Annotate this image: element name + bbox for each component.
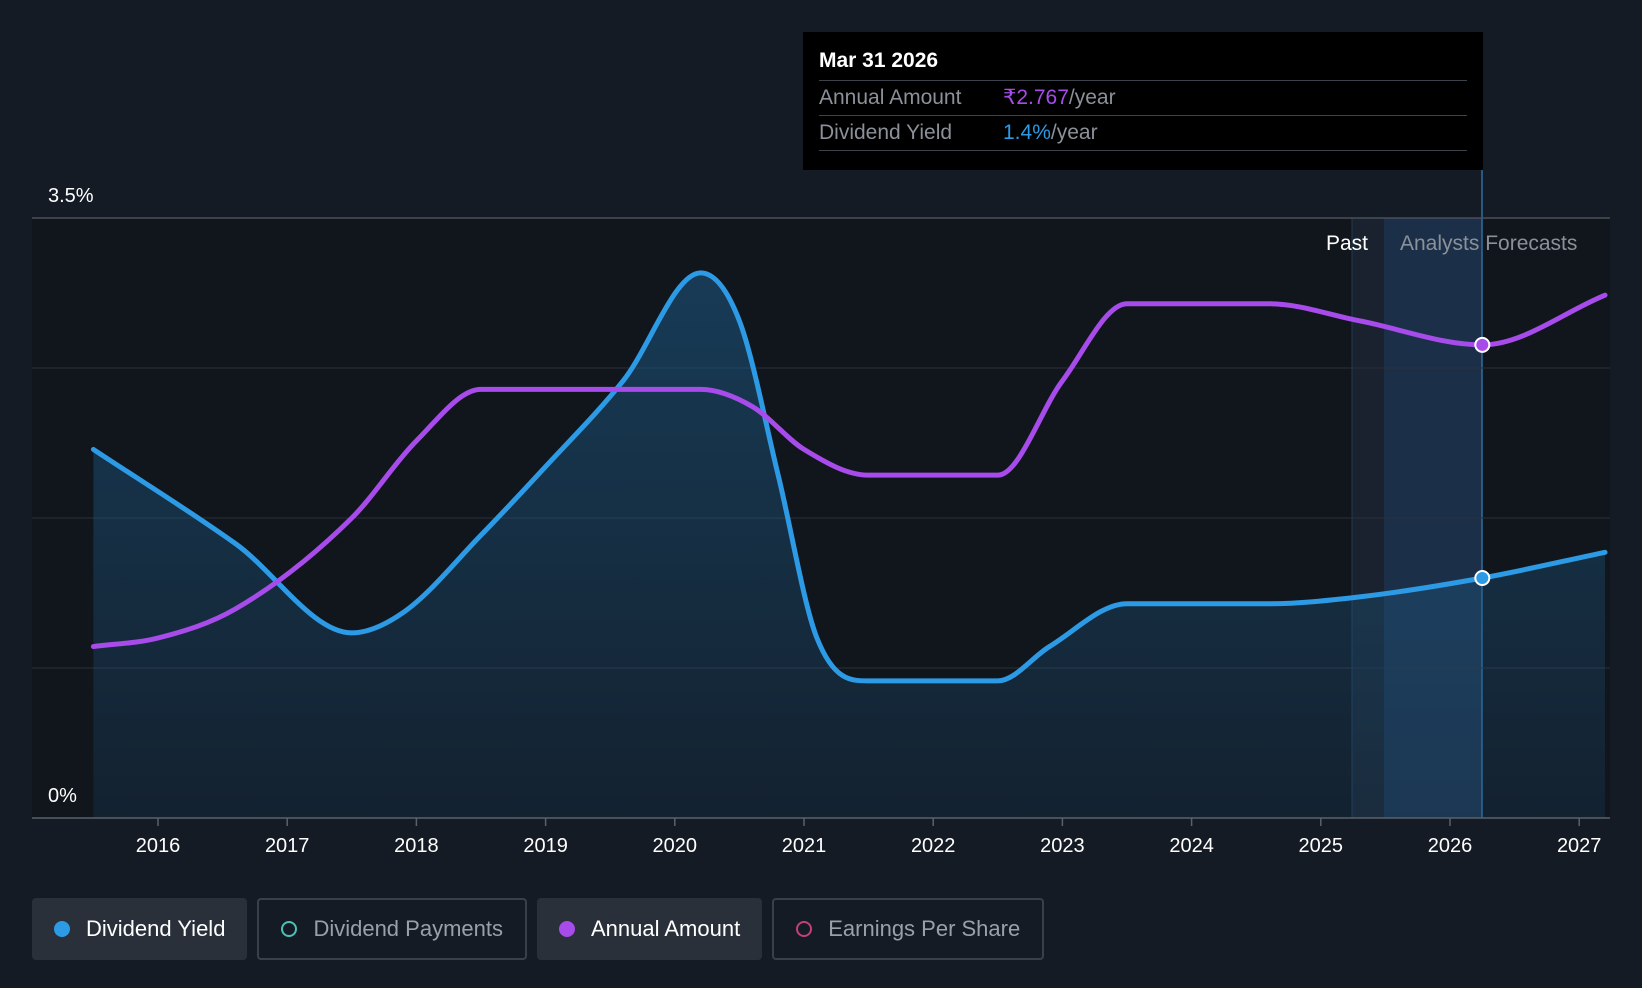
x-tick-label: 2021 [782, 835, 827, 857]
dividend-yield-marker [1474, 570, 1491, 586]
legend-label: Annual Amount [590, 916, 741, 941]
legend-label: Earnings Per Share [828, 916, 1021, 941]
past-region-label: Past [1326, 232, 1368, 255]
dividend-yield-line [90, 270, 1608, 684]
tooltip-date: Mar 31 2026 [819, 46, 1467, 81]
annual-amount-marker [1474, 336, 1491, 353]
chart-tooltip: Mar 31 2026 Annual Amount ₹2.767 /year D… [803, 32, 1483, 170]
x-tick-label: 2027 [1557, 835, 1602, 857]
annual-amount-line [90, 292, 1608, 650]
x-tick-label: 2022 [911, 835, 956, 857]
y-tick-label-top: 3.5% [48, 185, 94, 207]
legend-dividend-payments[interactable]: Dividend Payments [257, 898, 527, 960]
legend-dot-icon [54, 921, 70, 937]
x-tick-label: 2020 [653, 835, 698, 857]
legend-earnings-per-share[interactable]: Earnings Per Share [772, 898, 1045, 960]
x-tick-label: 2019 [523, 835, 568, 857]
dividend-chart: 3.5% 0% Past Analysts Forecasts 2016 2017… [32, 160, 1610, 857]
tooltip-label: Dividend Yield [819, 121, 953, 144]
tooltip-row-annual-amount: Annual Amount ₹2.767 /year [819, 81, 1467, 116]
tooltip-unit: /year [1068, 86, 1116, 109]
dividend-yield-area [93, 272, 1606, 818]
forecast-region-label: Analysts Forecasts [1400, 232, 1577, 255]
chart-legend: Dividend Yield Dividend Payments Annual … [32, 898, 1045, 960]
legend-dot-icon [558, 921, 575, 937]
legend-label: Dividend Yield [86, 916, 226, 941]
tooltip-row-dividend-yield: Dividend Yield 1.4% /year [819, 116, 1467, 151]
legend-dividend-yield[interactable]: Dividend Yield [32, 898, 248, 960]
x-tick-label: 2016 [136, 835, 181, 857]
legend-ring-icon [796, 921, 813, 937]
tooltip-label: Annual Amount [819, 86, 962, 109]
tooltip-value: 1.4% [1003, 121, 1051, 144]
legend-ring-icon [281, 921, 298, 937]
x-tick-label: 2025 [1299, 835, 1344, 857]
x-tick-label: 2024 [1169, 835, 1214, 857]
x-tick-label: 2018 [394, 835, 439, 857]
x-tick-label: 2017 [265, 835, 310, 857]
x-tick-label: 2023 [1040, 835, 1085, 857]
y-tick-label-bottom: 0% [48, 785, 77, 807]
legend-annual-amount[interactable]: Annual Amount [536, 898, 763, 960]
x-tick-label: 2026 [1428, 835, 1473, 857]
tooltip-unit: /year [1050, 121, 1098, 144]
legend-label: Dividend Payments [313, 916, 503, 941]
tooltip-value: ₹2.767 [1003, 86, 1069, 109]
